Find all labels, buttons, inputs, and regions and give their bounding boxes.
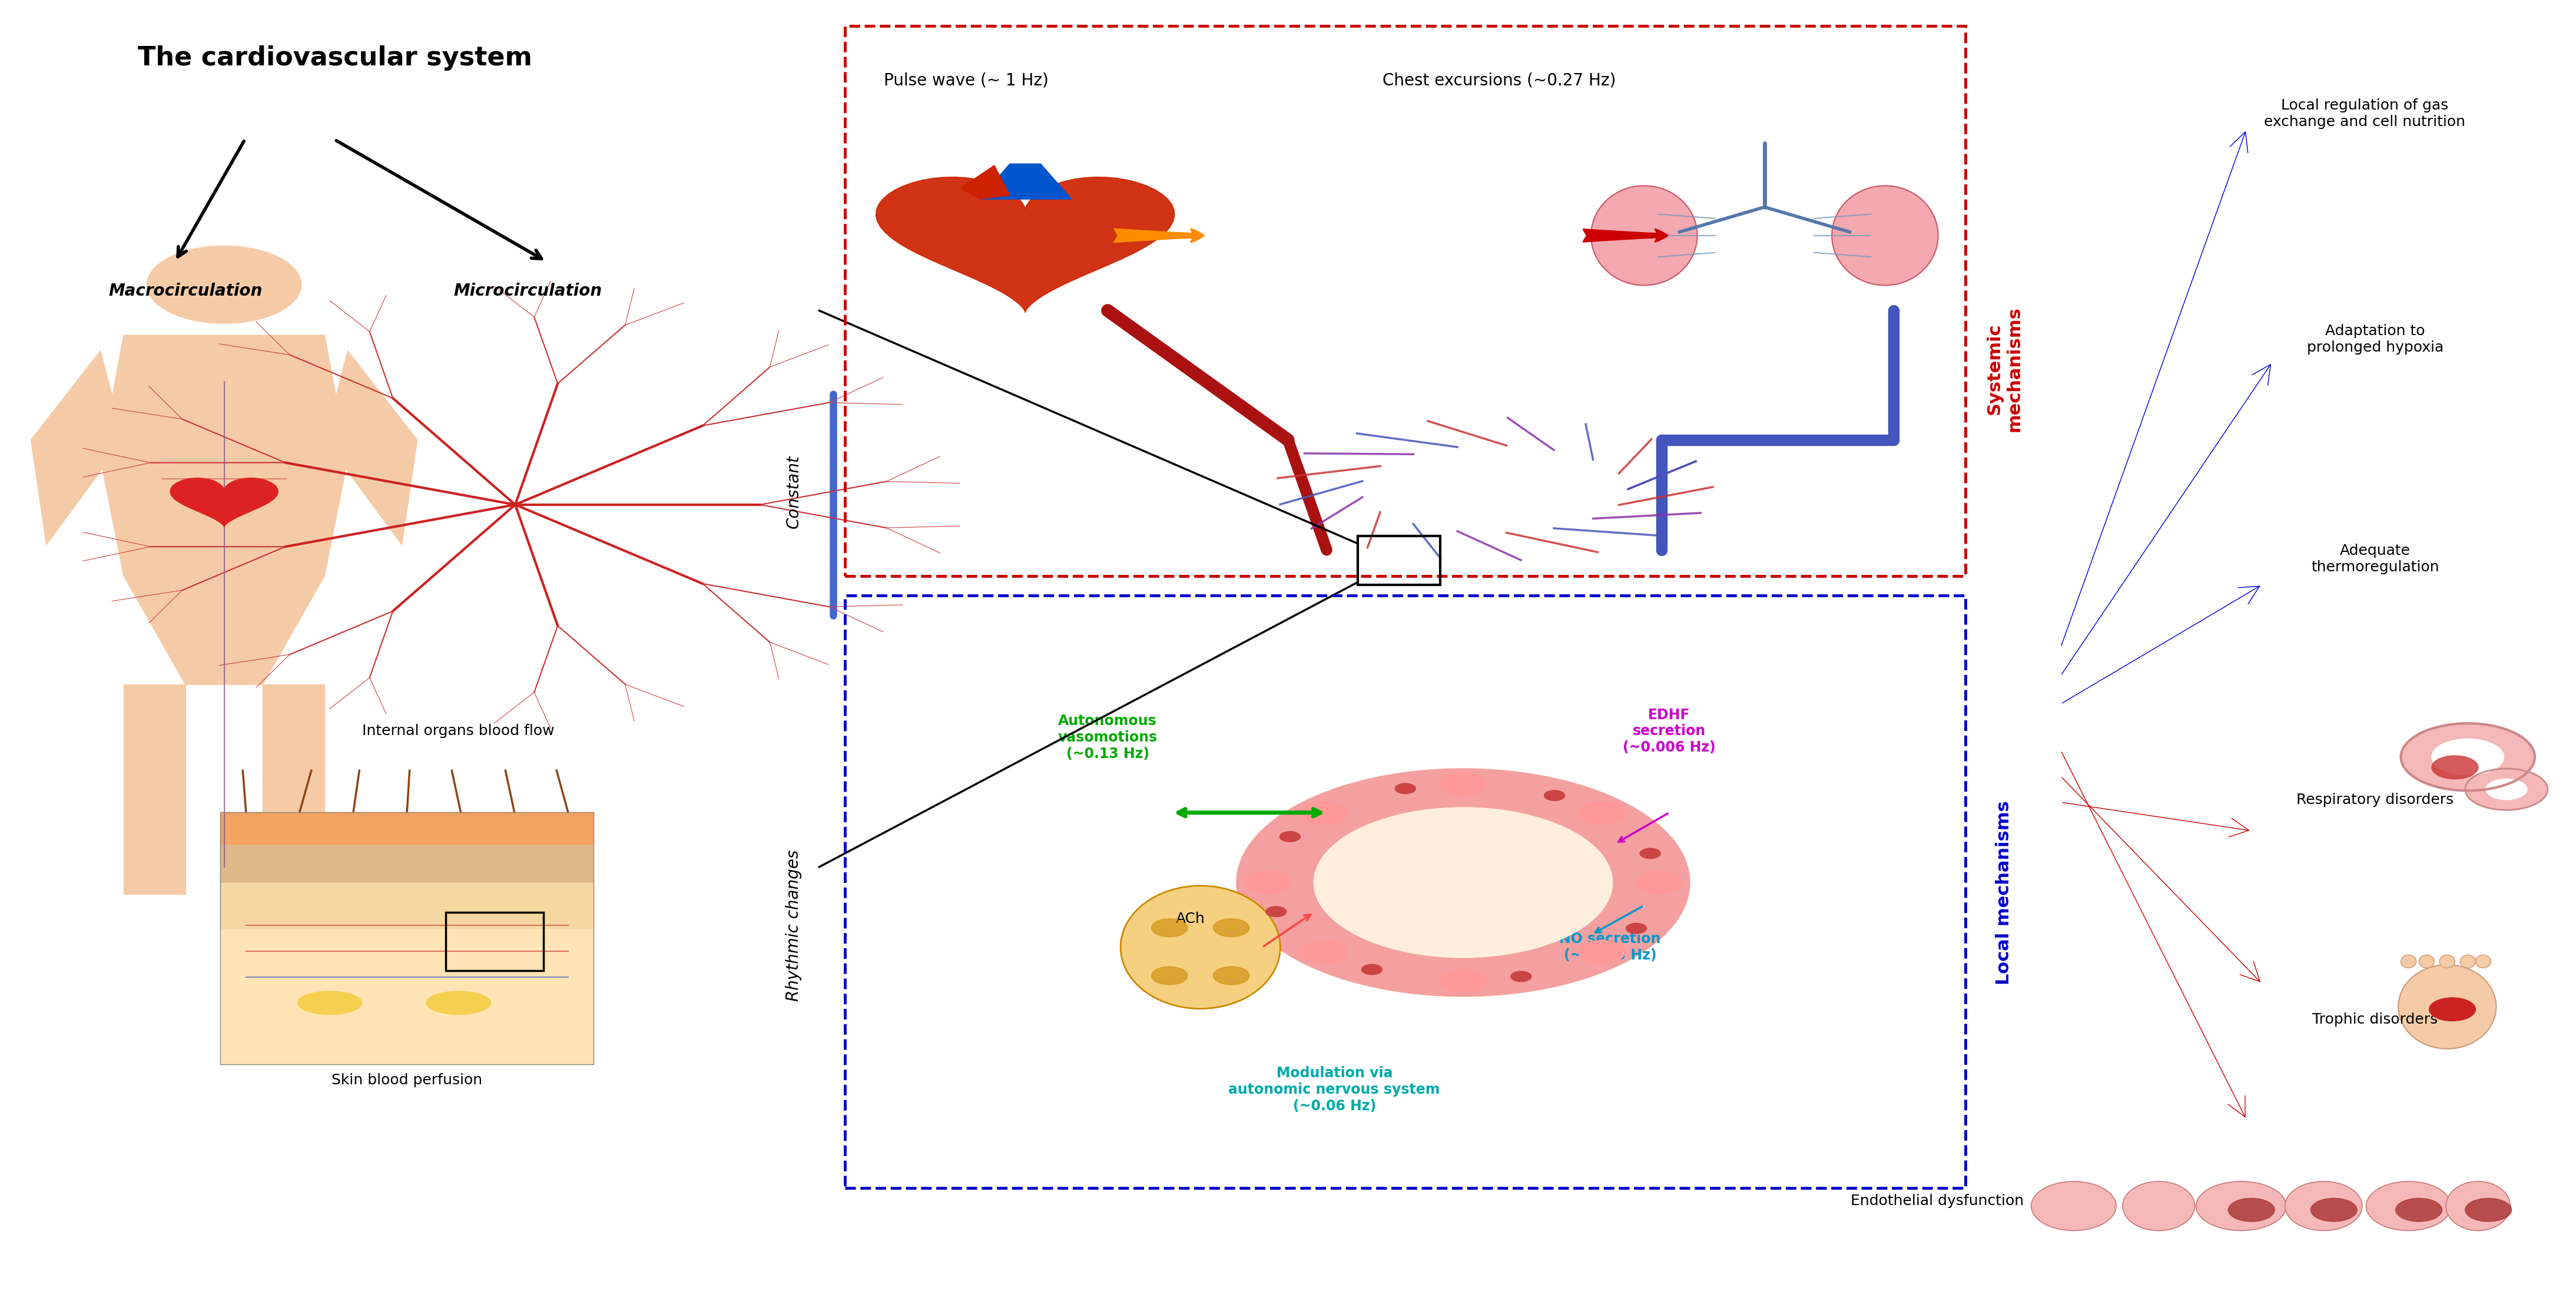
Ellipse shape [1121,886,1280,1009]
Ellipse shape [2365,1181,2452,1231]
Ellipse shape [2123,1181,2195,1231]
Circle shape [2465,1198,2512,1222]
Text: Pulse wave (~ 1 Hz): Pulse wave (~ 1 Hz) [884,72,1048,88]
Bar [222,883,592,929]
Circle shape [2429,998,2476,1021]
Circle shape [1213,967,1249,985]
Polygon shape [263,685,325,894]
Circle shape [1579,941,1625,964]
Circle shape [2486,779,2527,800]
Text: Constant: Constant [786,455,801,528]
Ellipse shape [1592,186,1698,286]
Circle shape [2432,739,2504,775]
Ellipse shape [2460,955,2476,968]
Ellipse shape [2398,965,2496,1048]
Circle shape [1301,941,1347,964]
Text: Trophic disorders: Trophic disorders [2313,1013,2437,1026]
Text: Modulation via
autonomic nervous system
(~0.06 Hz): Modulation via autonomic nervous system … [1229,1066,1440,1113]
Circle shape [1363,964,1383,974]
Ellipse shape [296,991,361,1014]
Ellipse shape [428,991,489,1014]
Circle shape [1314,807,1613,958]
Polygon shape [325,351,417,545]
Text: Rhythmic changes: Rhythmic changes [786,849,801,1002]
Ellipse shape [2476,955,2491,968]
Text: Systemic
mechanisms: Systemic mechanisms [1986,307,2022,431]
Text: The cardiovascular system: The cardiovascular system [137,45,533,71]
Text: Chest excursions (~0.27 Hz): Chest excursions (~0.27 Hz) [1383,72,1615,88]
Circle shape [1151,967,1188,985]
Bar [222,813,592,845]
Text: Autonomous
vasomotions
(~0.13 Hz): Autonomous vasomotions (~0.13 Hz) [1059,714,1157,761]
Bar [222,813,592,1064]
Circle shape [1396,783,1417,793]
Text: Skin blood perfusion: Skin blood perfusion [332,1074,482,1087]
Circle shape [1280,832,1301,842]
Circle shape [2465,769,2548,810]
Text: Local regulation of gas
exchange and cell nutrition: Local regulation of gas exchange and cel… [2264,98,2465,129]
Ellipse shape [2419,955,2434,968]
Polygon shape [979,164,1072,199]
Circle shape [1579,801,1625,824]
Ellipse shape [2285,1181,2362,1231]
Text: Microcirculation: Microcirculation [453,283,603,299]
Polygon shape [31,351,124,545]
Circle shape [1641,849,1662,859]
Polygon shape [100,335,348,685]
Text: Macrocirculation: Macrocirculation [108,283,263,299]
Text: Endothelial dysfunction: Endothelial dysfunction [1850,1194,2025,1207]
Bar [1358,536,1440,585]
Polygon shape [876,177,1175,313]
Circle shape [2396,1198,2442,1222]
Bar [222,813,592,1064]
Circle shape [1213,919,1249,937]
Circle shape [1625,923,1646,933]
Text: Adequate
thermoregulation: Adequate thermoregulation [2311,543,2439,575]
Circle shape [2432,756,2478,779]
Circle shape [147,246,301,324]
Circle shape [2228,1198,2275,1222]
Ellipse shape [2195,1181,2287,1231]
Ellipse shape [1832,186,1937,286]
Text: Internal organs blood flow: Internal organs blood flow [363,725,554,738]
Circle shape [1543,791,1564,801]
Ellipse shape [2401,955,2416,968]
Polygon shape [124,685,185,894]
Text: Adaptation to
prolonged hypoxia: Adaptation to prolonged hypoxia [2306,324,2445,355]
Circle shape [1244,871,1291,894]
Text: Local mechanisms: Local mechanisms [1996,801,2012,985]
Ellipse shape [2447,1181,2509,1231]
Circle shape [1440,969,1486,992]
Circle shape [1636,871,1682,894]
Circle shape [1265,906,1285,916]
Circle shape [1440,773,1486,796]
Text: EDHF
secretion
(~0.006 Hz): EDHF secretion (~0.006 Hz) [1623,708,1716,754]
Bar [446,912,544,971]
Circle shape [1301,801,1347,824]
Text: Respiratory disorders: Respiratory disorders [2295,793,2455,806]
Circle shape [2401,723,2535,791]
Polygon shape [170,477,278,527]
Circle shape [2311,1198,2357,1222]
Text: ACh: ACh [1175,912,1206,925]
Ellipse shape [2439,955,2455,968]
Circle shape [1236,769,1690,996]
Circle shape [1151,919,1188,937]
Ellipse shape [2030,1181,2117,1231]
Circle shape [1510,972,1530,982]
Text: NO secretion
(~0.013 Hz): NO secretion (~0.013 Hz) [1558,932,1662,963]
Bar [222,845,592,883]
Polygon shape [961,166,1010,199]
